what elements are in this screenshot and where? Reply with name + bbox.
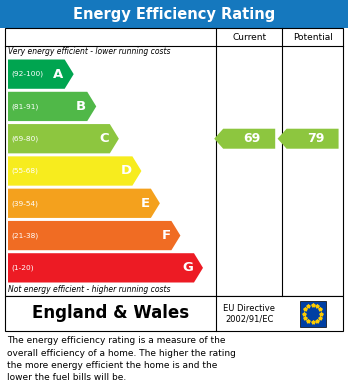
Bar: [0, 0, 348, 28]
Bar: [5, 28, 343, 296]
Text: B: B: [76, 100, 86, 113]
Text: (21-38): (21-38): [11, 232, 38, 239]
Text: (92-100): (92-100): [11, 71, 43, 77]
Text: England & Wales: England & Wales: [32, 305, 189, 323]
Text: D: D: [120, 165, 132, 178]
Text: A: A: [54, 68, 64, 81]
Text: (39-54): (39-54): [11, 200, 38, 206]
Text: 79: 79: [307, 132, 324, 145]
Text: Current: Current: [232, 32, 266, 41]
Text: Very energy efficient - lower running costs: Very energy efficient - lower running co…: [8, 47, 171, 57]
Text: F: F: [161, 229, 171, 242]
Text: Not energy efficient - higher running costs: Not energy efficient - higher running co…: [8, 285, 171, 294]
Polygon shape: [8, 92, 96, 121]
Text: Energy Efficiency Rating: Energy Efficiency Rating: [73, 7, 275, 22]
Text: (55-68): (55-68): [11, 168, 38, 174]
Polygon shape: [8, 253, 203, 283]
Polygon shape: [8, 124, 119, 153]
Text: (1-20): (1-20): [11, 265, 34, 271]
Text: (81-91): (81-91): [11, 103, 38, 110]
Text: 69: 69: [244, 132, 261, 145]
Polygon shape: [8, 188, 160, 218]
Text: EU Directive
2002/91/EC: EU Directive 2002/91/EC: [223, 304, 275, 323]
Text: The energy efficiency rating is a measure of the
overall efficiency of a home. T: The energy efficiency rating is a measur…: [7, 336, 236, 382]
Text: E: E: [141, 197, 150, 210]
Bar: [5, 296, 343, 331]
Text: Potential: Potential: [293, 32, 333, 41]
Polygon shape: [8, 156, 141, 186]
Polygon shape: [278, 129, 339, 149]
Polygon shape: [8, 59, 74, 89]
Polygon shape: [8, 221, 180, 250]
Bar: [300, 301, 326, 326]
Text: C: C: [99, 132, 109, 145]
Text: G: G: [182, 261, 193, 274]
Polygon shape: [214, 129, 275, 149]
Text: (69-80): (69-80): [11, 135, 38, 142]
